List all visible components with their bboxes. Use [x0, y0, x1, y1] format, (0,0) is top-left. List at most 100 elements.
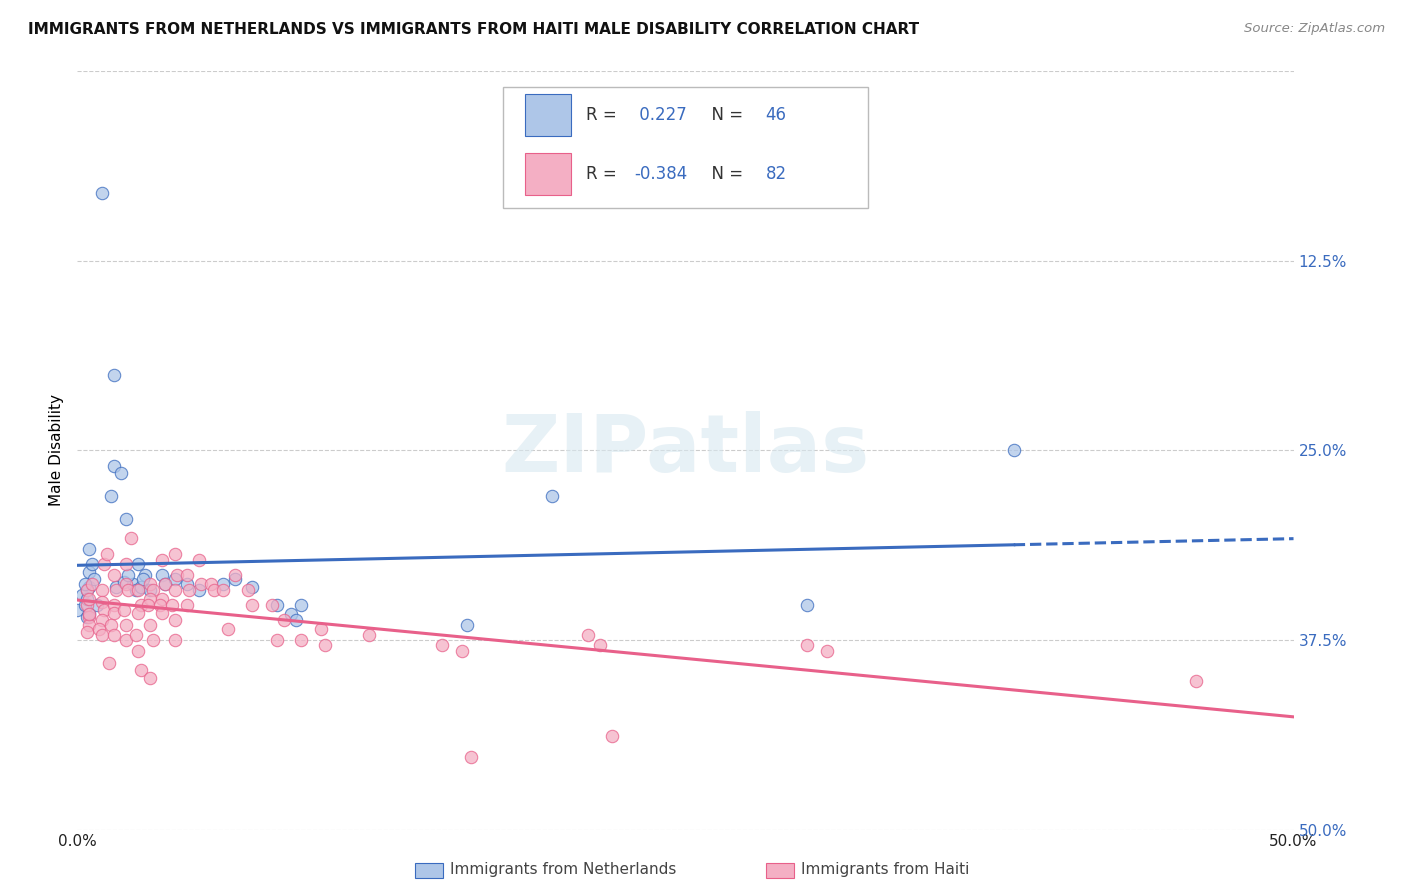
Point [450, 643, 472, 657]
Point [576, 628, 599, 642]
Point [314, 638, 336, 652]
Text: N =: N = [702, 106, 748, 124]
Point [163, 633, 186, 648]
Point [79, 610, 101, 624]
Point [73, 598, 96, 612]
Point [142, 582, 165, 597]
Point [815, 643, 838, 657]
Point [112, 603, 135, 617]
Text: 46: 46 [766, 106, 787, 124]
Point [359, 628, 381, 642]
Y-axis label: Male Disability: Male Disability [49, 394, 65, 507]
Text: 82: 82 [766, 165, 787, 183]
Point [103, 606, 125, 620]
Point [100, 489, 122, 503]
Point [76, 598, 98, 612]
Point [280, 607, 302, 622]
Point [290, 598, 312, 612]
Point [285, 613, 308, 627]
Text: 0.227: 0.227 [634, 106, 688, 124]
Point [796, 638, 818, 652]
Point [136, 598, 159, 612]
Point [129, 598, 152, 612]
Point [127, 643, 149, 657]
Point [176, 598, 198, 612]
Point [163, 547, 186, 561]
Point [139, 582, 162, 597]
Point [105, 582, 128, 597]
Point [79, 607, 101, 622]
Text: R =: R = [586, 165, 621, 183]
Point [153, 577, 176, 591]
Point [129, 580, 152, 594]
Point [224, 567, 246, 582]
Point [129, 664, 152, 678]
Point [76, 582, 98, 597]
Point [152, 592, 174, 607]
Point [176, 577, 198, 591]
Point [79, 542, 101, 557]
Point [79, 607, 101, 622]
Point [224, 573, 246, 587]
Text: R =: R = [586, 106, 621, 124]
Point [460, 749, 482, 764]
Text: Source: ZipAtlas.com: Source: ZipAtlas.com [1244, 22, 1385, 36]
Point [602, 729, 624, 743]
Point [79, 580, 101, 594]
Point [236, 582, 259, 597]
Point [86, 598, 108, 612]
Point [105, 580, 128, 594]
Point [540, 489, 562, 503]
Point [89, 623, 111, 637]
Point [122, 577, 145, 591]
Point [1185, 673, 1208, 688]
Point [66, 603, 89, 617]
Point [103, 598, 125, 612]
Point [90, 613, 112, 627]
Point [242, 598, 264, 612]
Point [97, 656, 120, 670]
Point [309, 623, 332, 637]
Point [166, 567, 188, 582]
Point [179, 582, 201, 597]
Point [83, 573, 105, 587]
Point [115, 577, 138, 591]
Point [242, 580, 264, 594]
Point [103, 567, 125, 582]
Point [188, 582, 211, 597]
Point [160, 598, 183, 612]
Point [79, 565, 101, 579]
Point [115, 557, 138, 572]
Point [70, 588, 93, 602]
Point [273, 613, 295, 627]
Point [79, 617, 101, 632]
Point [117, 567, 139, 582]
Text: N =: N = [702, 165, 748, 183]
Point [202, 582, 225, 597]
FancyBboxPatch shape [524, 95, 571, 136]
Point [120, 532, 142, 546]
Point [188, 552, 211, 566]
Point [100, 617, 122, 632]
Point [125, 628, 148, 642]
Point [139, 617, 162, 632]
Point [90, 628, 112, 642]
Point [90, 186, 112, 200]
Point [142, 633, 165, 648]
Point [93, 557, 115, 572]
Point [163, 613, 186, 627]
Point [76, 592, 98, 607]
Text: Immigrants from Netherlands: Immigrants from Netherlands [450, 863, 676, 877]
Point [134, 567, 156, 582]
Point [217, 623, 239, 637]
Point [73, 577, 96, 591]
Point [200, 577, 222, 591]
Point [115, 617, 138, 632]
Point [456, 617, 478, 632]
Point [139, 592, 162, 607]
Point [117, 582, 139, 597]
Text: IMMIGRANTS FROM NETHERLANDS VS IMMIGRANTS FROM HAITI MALE DISABILITY CORRELATION: IMMIGRANTS FROM NETHERLANDS VS IMMIGRANT… [28, 22, 920, 37]
Point [127, 557, 149, 572]
Point [139, 577, 162, 591]
Point [152, 552, 174, 566]
